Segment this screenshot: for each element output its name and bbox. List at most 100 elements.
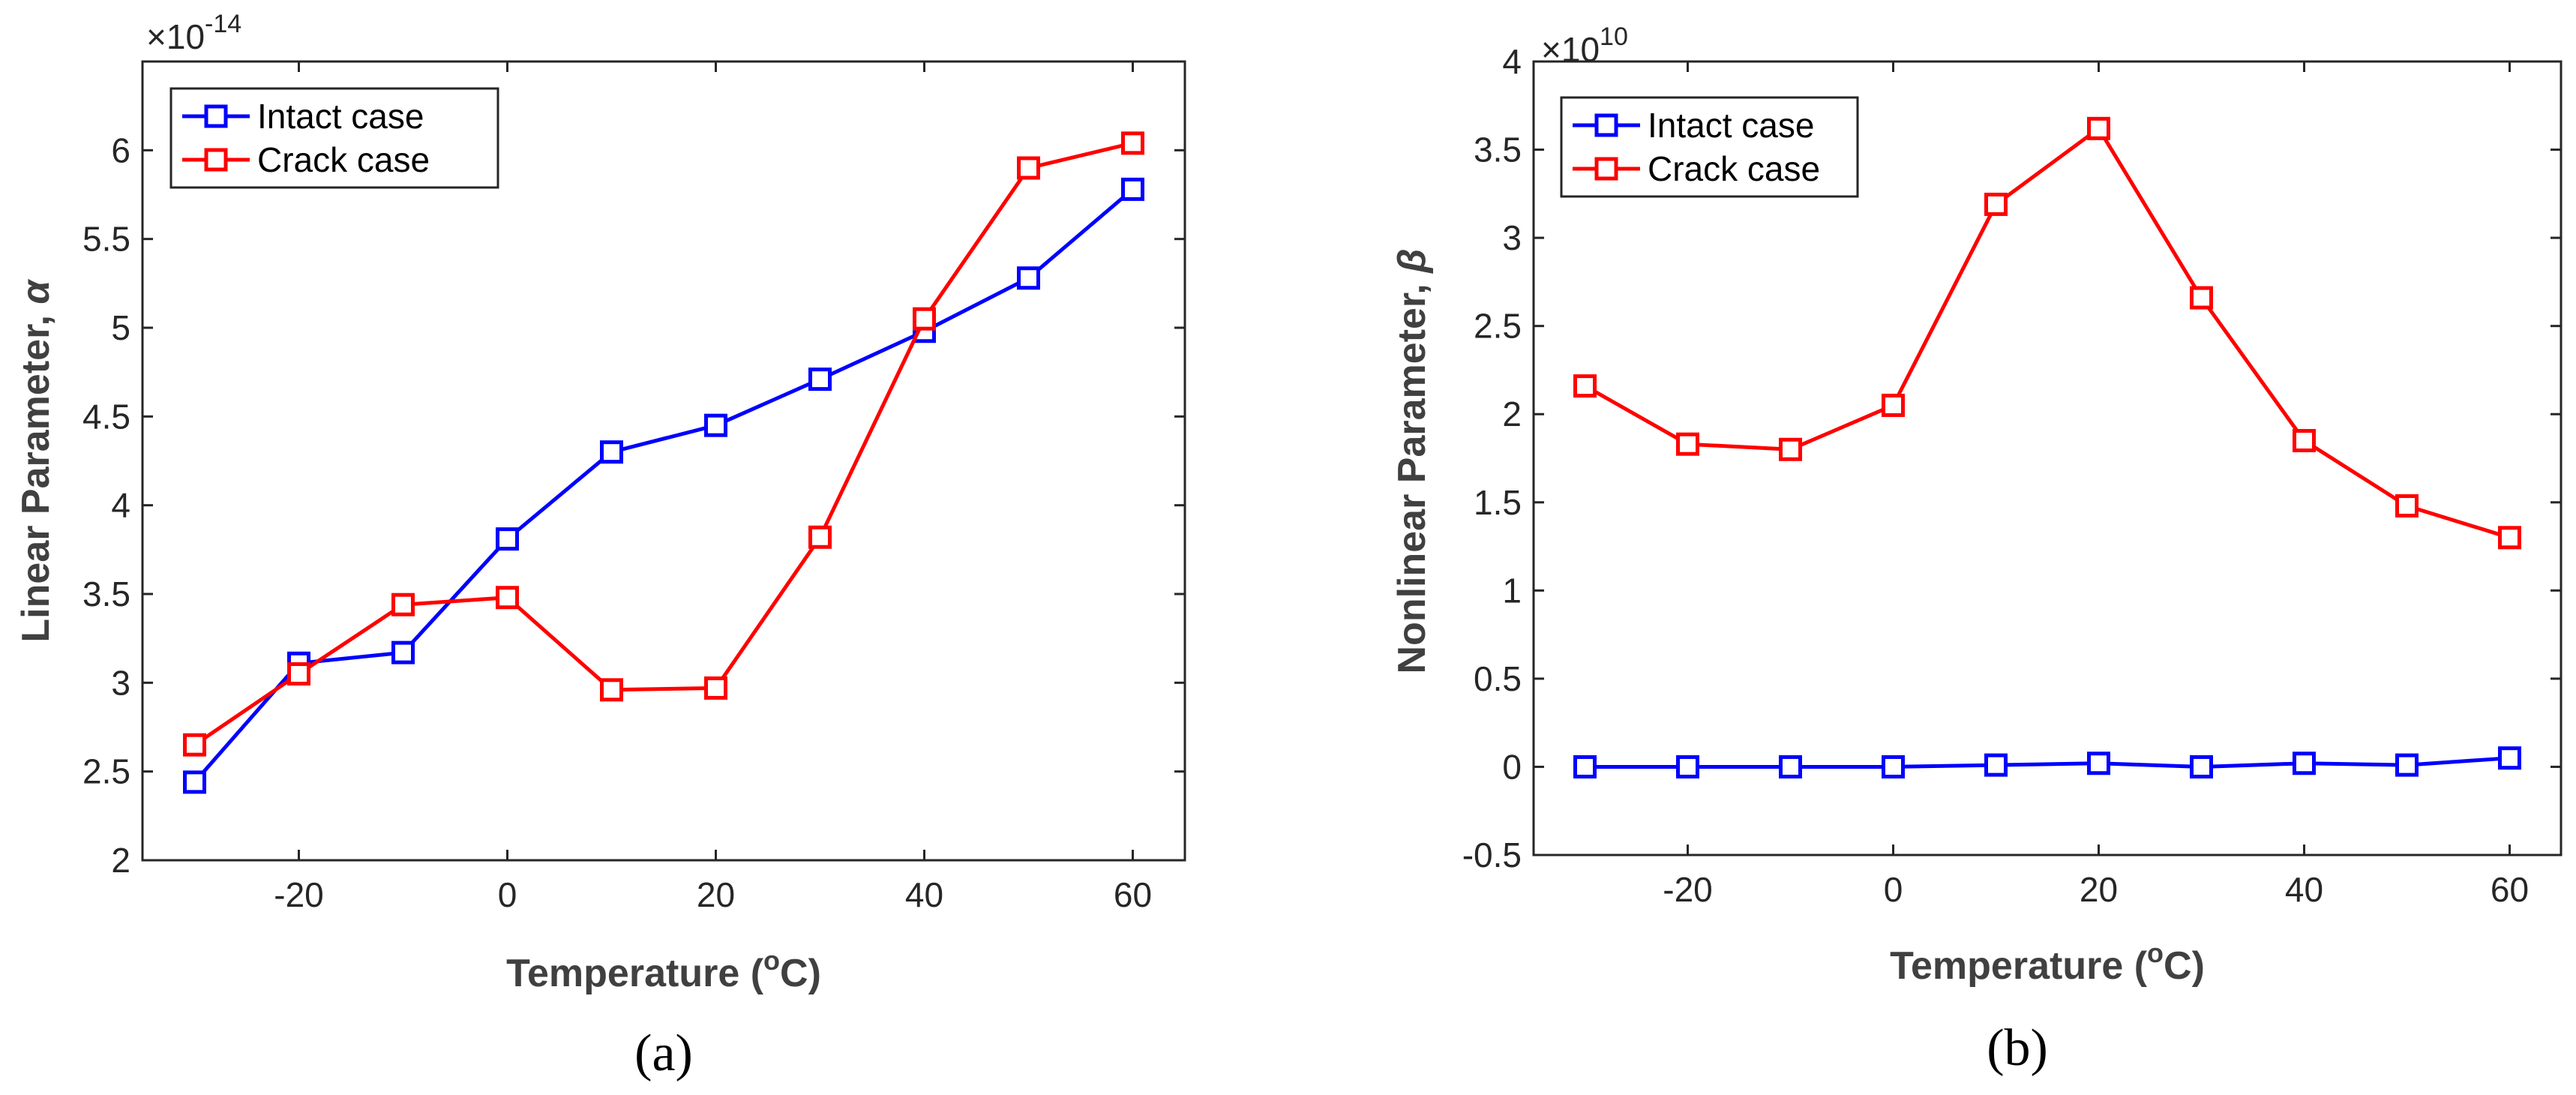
legend-item-intact-b: Intact case — [1573, 106, 1814, 145]
x-tick-label-a: 20 — [697, 875, 735, 914]
x-axis-label-main-b: Temperature ( — [1890, 944, 2148, 988]
data-point-crack-a — [1121, 131, 1144, 155]
y-tick-label-b: 0 — [1502, 747, 1522, 786]
x-axis-label-sup-a: o — [763, 945, 780, 976]
data-point-crack-b — [1676, 432, 1699, 456]
x-axis-label-sup-b: o — [2147, 938, 2164, 968]
y-axis-label-main-a: Linear Parameter, — [14, 304, 58, 643]
data-point-crack-a — [391, 592, 415, 616]
legend-label-crack-b: Crack case — [1648, 149, 1820, 188]
y-tick-label-a: 3 — [111, 663, 130, 702]
data-point-crack-a — [1017, 156, 1040, 180]
y-exponent-base-b: ×10 — [1541, 30, 1600, 69]
legend-label-crack-a: Crack case — [257, 140, 430, 179]
data-point-crack-b — [2498, 526, 2521, 550]
y-tick-label-a: 5.5 — [82, 220, 130, 259]
legend-item-intact-a: Intact case — [182, 97, 424, 136]
series-line-intact-a — [193, 188, 1135, 784]
data-point-crack-b — [2087, 116, 2110, 140]
chart-panel-b: -20 0 20 40 60 -0.5 0 0.5 1 1.5 2 2.5 3 3.5 4 ×1010 I… — [1390, 22, 2563, 1077]
data-point-crack-a — [704, 676, 727, 700]
y-tick-label-a: 2 — [111, 841, 130, 880]
x-axis-label-a: Temperature (oC) — [506, 945, 821, 995]
data-point-crack-b — [1984, 192, 2008, 216]
x-tick-label-a: 40 — [905, 875, 943, 914]
x-tick-label-a: 0 — [498, 875, 517, 914]
series-line-crack-b — [1584, 126, 2511, 540]
series-a — [183, 131, 1144, 794]
y-ticks-a: 2 2.5 3 3.5 4 4.5 5 5.5 6 — [82, 130, 1185, 880]
data-point-crack-b — [2293, 428, 2316, 452]
x-axis-label-b: Temperature (oC) — [1890, 938, 2205, 988]
x-tick-label-b: 20 — [2080, 870, 2118, 909]
data-point-intact-b — [1882, 754, 1905, 778]
data-point-crack-a — [496, 586, 519, 610]
data-point-intact-b — [1984, 753, 2008, 777]
caption-a: (a) — [634, 1024, 693, 1082]
data-point-intact-b — [1573, 754, 1597, 778]
y-tick-label-a: 4.5 — [82, 397, 130, 436]
y-tick-label-b: 2.5 — [1474, 307, 1522, 346]
x-tick-label-a: -20 — [274, 875, 323, 914]
data-point-intact-b — [2395, 753, 2419, 777]
y-axis-symbol-b: β — [1390, 249, 1434, 274]
y-exponent-power-a: -14 — [205, 10, 241, 38]
x-axis-label-end-a: C) — [780, 952, 821, 995]
y-exponent-b: ×1010 — [1541, 22, 1628, 69]
series-line-crack-a — [193, 141, 1134, 747]
y-tick-label-a: 5 — [111, 308, 130, 347]
x-axis-label-end-b: C) — [2164, 944, 2205, 988]
legend-item-crack-b: Crack case — [1573, 149, 1820, 188]
data-point-crack-b — [2395, 494, 2419, 518]
data-point-crack-b — [1573, 374, 1597, 398]
y-tick-label-a: 6 — [111, 130, 130, 170]
data-point-intact-b — [1676, 754, 1699, 778]
data-point-intact-b — [1779, 754, 1802, 778]
legend-a: Intact case Crack case — [169, 87, 499, 189]
legend-marker-intact-a — [204, 104, 228, 128]
y-tick-label-b: 4 — [1502, 42, 1522, 81]
data-point-crack-a — [600, 678, 623, 702]
y-tick-label-b: 3.5 — [1474, 130, 1522, 170]
data-point-crack-a — [913, 307, 936, 331]
legend-label-intact-b: Intact case — [1648, 106, 1814, 145]
data-point-crack-b — [1882, 393, 1905, 417]
x-ticks-a: -20 0 20 40 60 — [274, 62, 1152, 914]
data-point-intact-a — [808, 368, 832, 392]
y-ticks-b: -0.5 0 0.5 1 1.5 2 2.5 3 3.5 4 — [1462, 42, 2561, 874]
data-point-intact-a — [391, 640, 415, 664]
y-axis-symbol-a: α — [14, 278, 58, 304]
x-tick-label-b: 60 — [2491, 870, 2529, 909]
legend-item-crack-a: Crack case — [182, 140, 430, 179]
chart-panel-a: -20 0 20 40 60 2 2.5 3 3.5 4 4.5 5 5.5 6 ×10-14 Inta… — [14, 10, 1186, 1082]
y-axis-label-a: Linear Parameter, α — [14, 278, 58, 643]
data-point-crack-a — [183, 733, 206, 757]
y-tick-label-b: 2 — [1502, 394, 1522, 434]
y-axis-label-main-b: Nonlinear Parameter, — [1390, 273, 1434, 674]
legend-marker-intact-b — [1594, 113, 1618, 137]
series-b — [1573, 116, 2521, 778]
data-point-crack-b — [1779, 437, 1802, 461]
y-tick-label-b: 0.5 — [1474, 659, 1522, 698]
data-point-intact-b — [2190, 754, 2213, 778]
legend-marker-crack-a — [204, 148, 228, 172]
data-point-intact-a — [1017, 266, 1040, 290]
legend-label-intact-a: Intact case — [257, 97, 424, 136]
data-point-intact-a — [1121, 177, 1144, 201]
data-point-intact-a — [183, 770, 206, 794]
y-tick-label-a: 4 — [111, 486, 130, 525]
legend-marker-crack-b — [1594, 157, 1618, 181]
y-exponent-a: ×10-14 — [146, 10, 241, 56]
data-point-intact-b — [2498, 746, 2521, 770]
y-axis-label-b: Nonlinear Parameter, β — [1390, 249, 1434, 674]
legend-b: Intact case Crack case — [1560, 96, 1859, 198]
data-point-intact-b — [2293, 752, 2316, 776]
series-line-intact-b — [1585, 756, 2510, 769]
y-tick-label-a: 3.5 — [82, 574, 130, 614]
y-tick-label-b: -0.5 — [1462, 836, 1522, 874]
data-point-intact-a — [600, 440, 623, 464]
x-ticks-b: -20 0 20 40 60 — [1663, 62, 2529, 909]
caption-b: (b) — [1987, 1019, 2048, 1077]
x-tick-label-b: 40 — [2285, 870, 2323, 909]
